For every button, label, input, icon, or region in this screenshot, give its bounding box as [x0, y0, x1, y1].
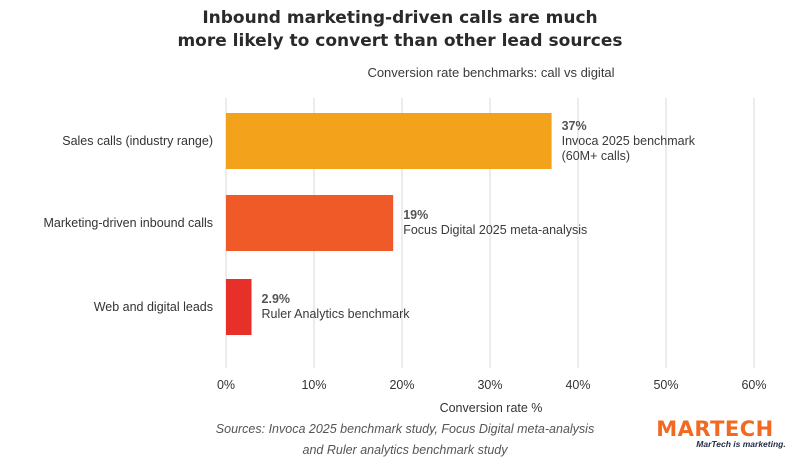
x-tick-label: 10% — [301, 378, 326, 392]
category-label: Marketing-driven inbound calls — [43, 216, 213, 230]
chart-title-line-1: Inbound marketing-driven calls are much — [202, 8, 597, 28]
value-label: 19% — [403, 208, 428, 222]
bar — [226, 195, 394, 251]
x-tick-labels: 0% 10% 20% 30% 40% 50% 60% — [217, 378, 767, 392]
x-tick-label: 40% — [565, 378, 590, 392]
sources-line-1: Sources: Invoca 2025 benchmark study, Fo… — [216, 422, 594, 436]
chart-subtitle: Conversion rate benchmarks: call vs digi… — [367, 65, 614, 80]
bars — [226, 113, 552, 335]
chart-title-line-2: more likely to convert than other lead s… — [177, 31, 622, 51]
annotation-label: Ruler Analytics benchmark — [262, 307, 411, 321]
x-tick-label: 30% — [477, 378, 502, 392]
value-labels: 37%Invoca 2025 benchmark(60M+ calls) 19%F… — [262, 119, 696, 321]
category-label: Sales calls (industry range) — [62, 134, 213, 148]
value-label: 2.9% — [262, 292, 291, 306]
x-tick-label: 20% — [389, 378, 414, 392]
annotation-label: Focus Digital 2025 meta-analysis — [403, 223, 587, 237]
x-tick-label: 60% — [741, 378, 766, 392]
value-label: 37% — [562, 119, 587, 133]
bar — [226, 279, 252, 335]
x-tick-label: 50% — [653, 378, 678, 392]
bar — [226, 113, 552, 169]
x-axis-label: Conversion rate % — [440, 401, 543, 415]
martech-logo: MARTECH MarTech is marketing. — [656, 417, 785, 449]
annotation-label: (60M+ calls) — [562, 149, 630, 163]
x-tick-label: 0% — [217, 378, 235, 392]
annotation-label: Invoca 2025 benchmark — [562, 134, 696, 148]
sources-line-2: and Ruler analytics benchmark study — [303, 443, 509, 457]
logo-wordmark: MARTECH — [656, 417, 774, 441]
category-label: Web and digital leads — [94, 300, 213, 314]
category-labels: Sales calls (industry range) Marketing-dr… — [43, 134, 213, 314]
logo-tagline: MarTech is marketing. — [696, 439, 785, 449]
